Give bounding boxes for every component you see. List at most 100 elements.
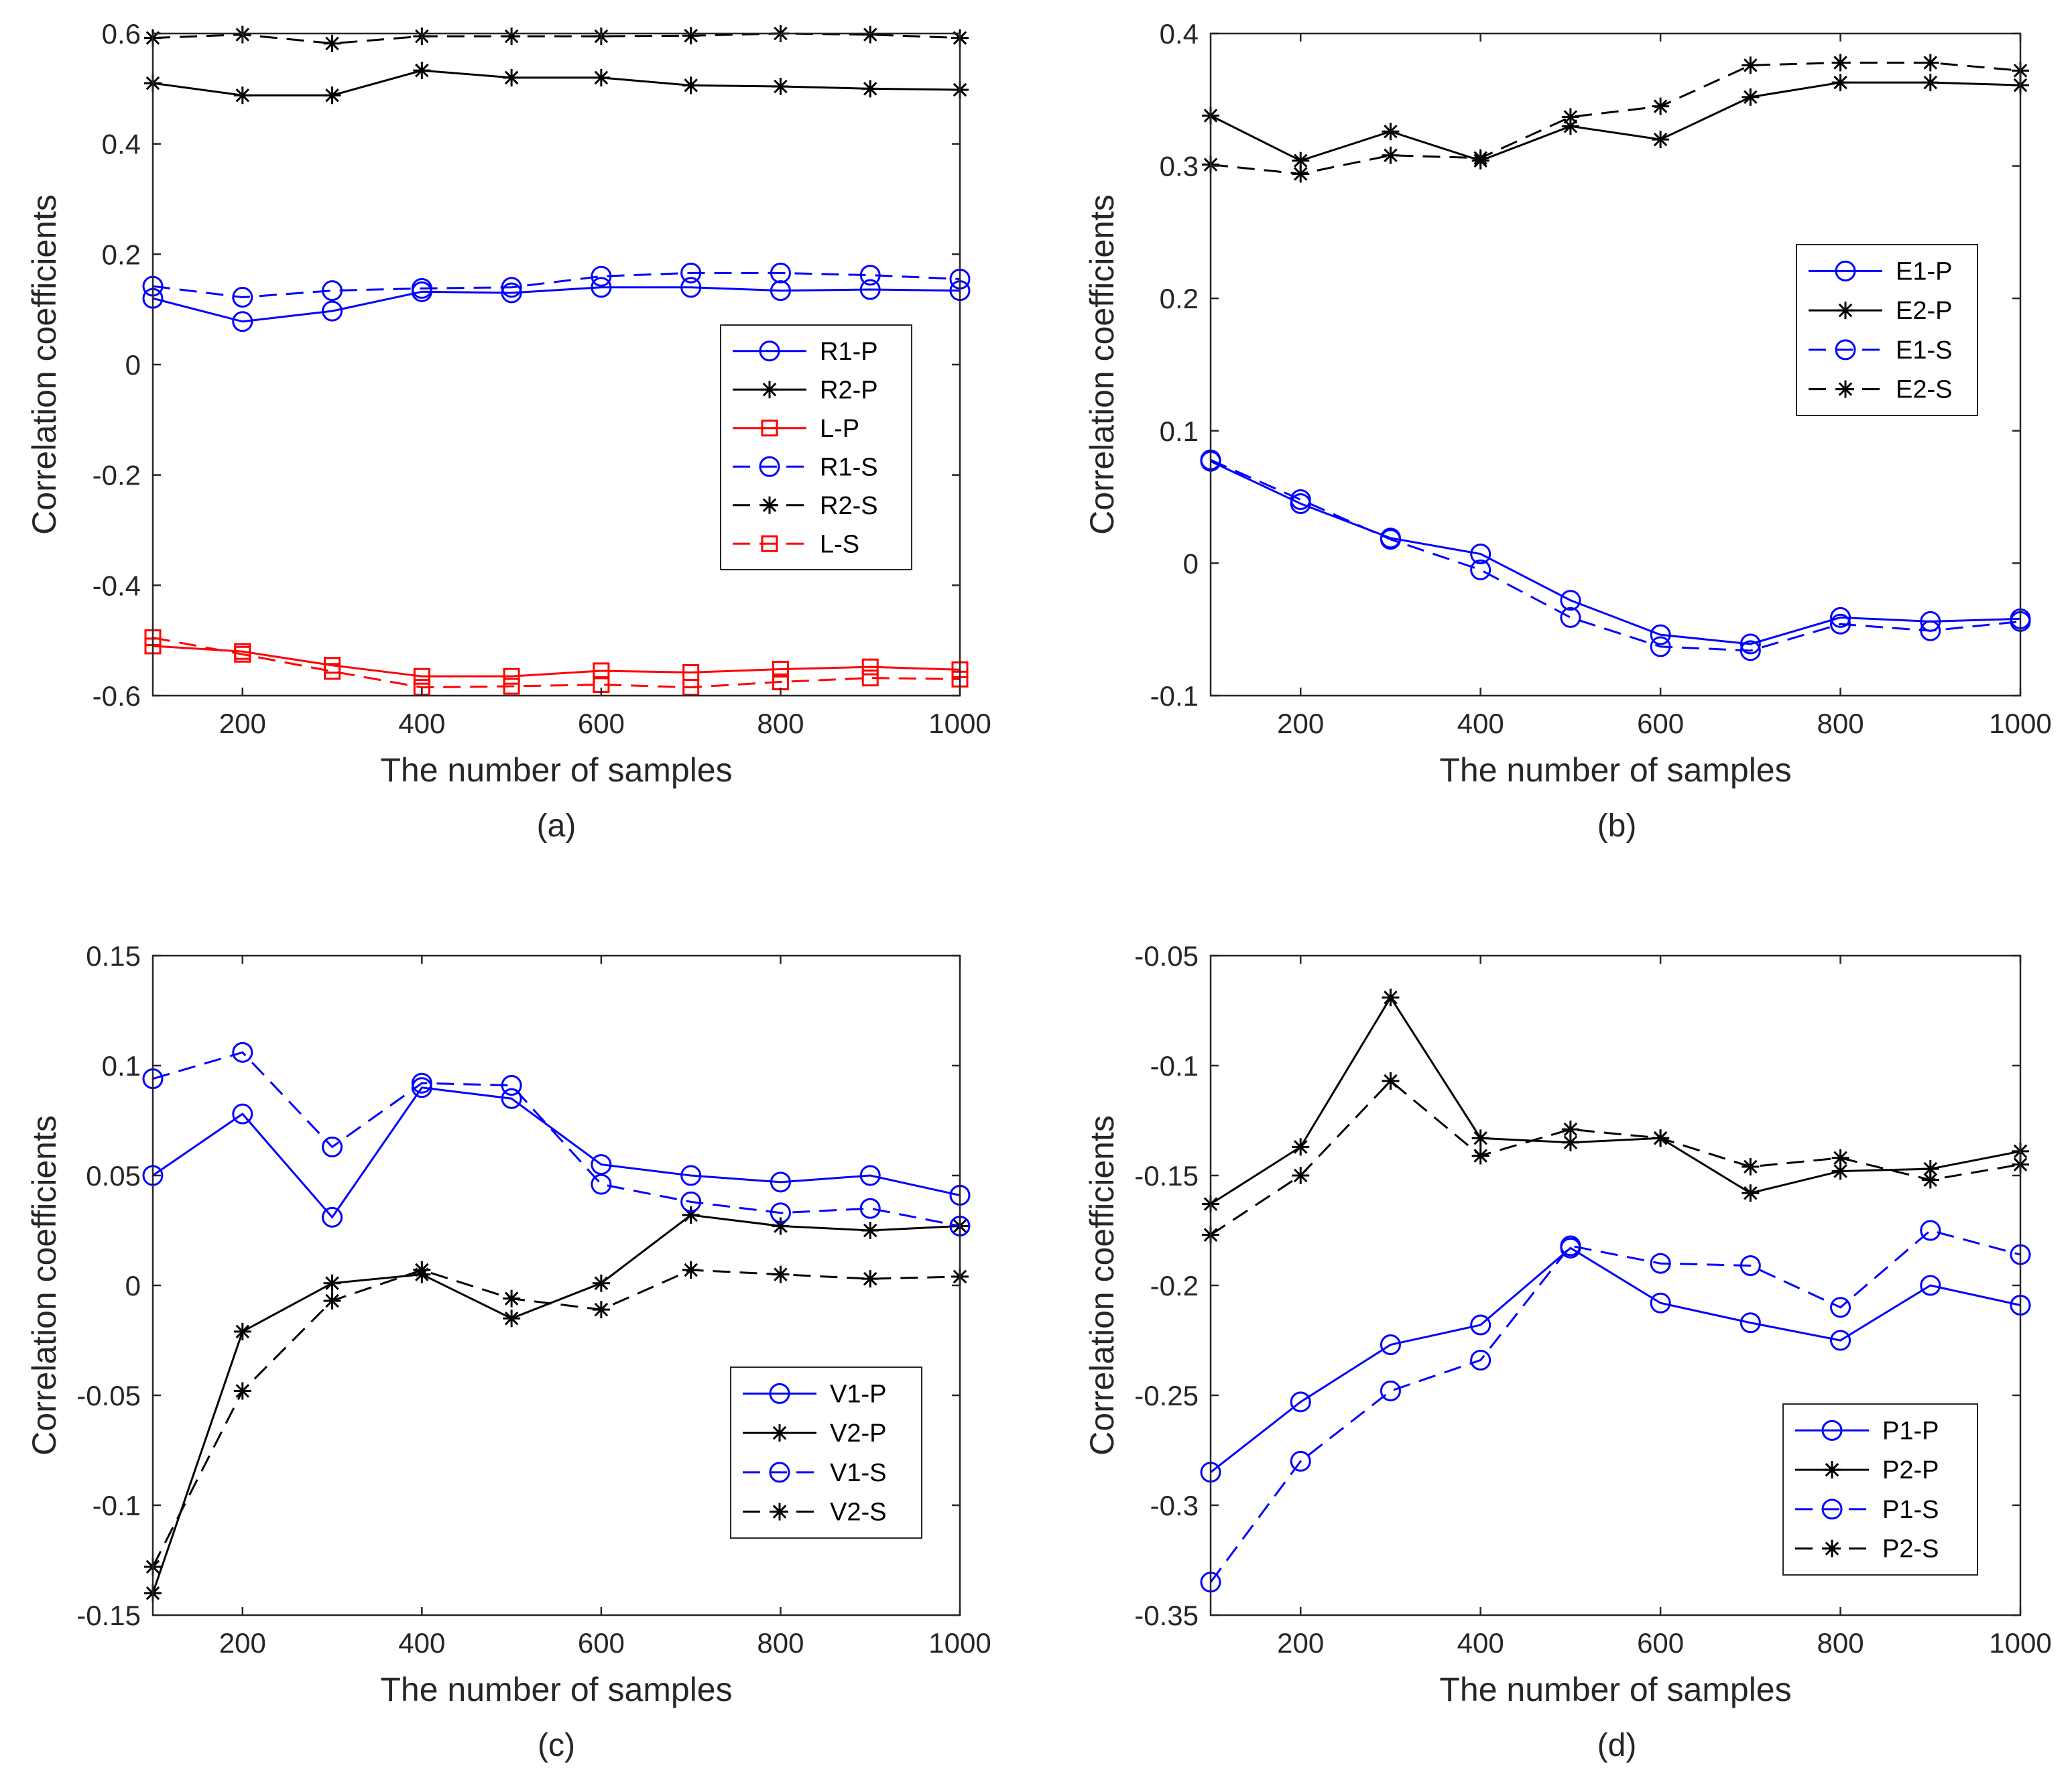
data-point-V1-S-700 bbox=[680, 1191, 702, 1212]
x-tick-label: 600 bbox=[578, 708, 625, 739]
data-point-E1-S-400 bbox=[1470, 559, 1491, 580]
legend-label-V2-S: V2-S bbox=[830, 1499, 886, 1527]
data-point-P1-S-400 bbox=[1470, 1350, 1491, 1371]
series-line-P2-P bbox=[1210, 995, 2021, 1205]
data-point-R1-S-400 bbox=[411, 277, 432, 299]
data-point-V1-P-700 bbox=[680, 1165, 702, 1186]
data-point-P2-S-600 bbox=[1652, 1129, 1670, 1147]
y-tick-label: -0.05 bbox=[76, 1380, 141, 1411]
data-point-P2-S-300 bbox=[1382, 1072, 1400, 1090]
y-tick-label: -0.4 bbox=[93, 570, 141, 601]
data-point-E2-P-600 bbox=[1652, 131, 1670, 149]
panel-label: (b) bbox=[1597, 808, 1637, 844]
data-point-P2-S-900 bbox=[1921, 1171, 1939, 1189]
data-point-E1-P-600 bbox=[1650, 624, 1671, 645]
data-point-V2-S-300 bbox=[323, 1291, 341, 1310]
data-point-L-P-500 bbox=[503, 668, 520, 685]
y-tick-label: 0.2 bbox=[102, 239, 141, 270]
y-tick-label: 0 bbox=[125, 1270, 141, 1301]
legend-box bbox=[1796, 244, 1978, 416]
data-point-R2-P-400 bbox=[413, 62, 431, 80]
data-point-E1-S-500 bbox=[1560, 607, 1581, 628]
legend-marker-P1-P bbox=[1821, 1419, 1843, 1441]
data-point-P2-P-800 bbox=[1831, 1162, 1849, 1180]
data-point-R1-P-200 bbox=[232, 311, 253, 332]
data-point-V2-P-800 bbox=[772, 1217, 790, 1235]
data-point-R2-P-600 bbox=[592, 68, 610, 86]
legend-marker-V1-S bbox=[769, 1462, 790, 1483]
data-point-E2-S-300 bbox=[1382, 146, 1400, 164]
x-tick-label: 800 bbox=[757, 1627, 804, 1659]
data-point-L-P-400 bbox=[413, 668, 430, 685]
y-tick-label: -0.2 bbox=[93, 460, 141, 491]
panel-label: (c) bbox=[538, 1728, 575, 1763]
series-L-S bbox=[144, 629, 969, 696]
data-point-P1-S-800 bbox=[1830, 1297, 1851, 1318]
data-point-E1-S-700 bbox=[1740, 640, 1761, 661]
chart-panel-2: 200 400 600 800 1000 -0.1 0 0.1 0.2 0.3 0.4 The num… bbox=[1083, 18, 2052, 844]
data-point-R2-P-900 bbox=[861, 80, 879, 98]
y-tick-label: 0.4 bbox=[102, 129, 141, 160]
legend-marker-E1-S bbox=[1835, 339, 1856, 361]
series-line-R1-P bbox=[152, 286, 961, 323]
data-point-V1-P-500 bbox=[501, 1088, 522, 1109]
series-E1-S bbox=[1200, 449, 2031, 661]
data-point-V2-P-200 bbox=[233, 1322, 251, 1340]
data-point-P2-P-300 bbox=[1382, 989, 1400, 1007]
data-point-V2-P-900 bbox=[861, 1222, 879, 1239]
series-line-P1-P bbox=[1210, 1247, 2021, 1473]
data-point-V1-P-900 bbox=[859, 1165, 881, 1186]
data-point-V1-S-200 bbox=[232, 1041, 253, 1063]
legend-marker-R2-S bbox=[761, 496, 778, 514]
chart-panel-4: 200 400 600 800 1000 -0.35 -0.3 -0.25 -0.2 -0.15 -… bbox=[1083, 940, 2052, 1763]
data-point-P1-S-500 bbox=[1560, 1235, 1581, 1257]
legend-label-P2-S: P2-S bbox=[1882, 1535, 1939, 1564]
legend-label-P1-S: P1-S bbox=[1882, 1496, 1939, 1524]
x-tick-label: 400 bbox=[398, 1627, 445, 1659]
data-point-E1-P-400 bbox=[1470, 544, 1491, 565]
y-tick-label: 0 bbox=[1183, 548, 1199, 579]
data-point-E2-P-500 bbox=[1561, 117, 1579, 135]
legend-marker-V2-P bbox=[771, 1424, 788, 1442]
data-point-P2-P-500 bbox=[1561, 1133, 1579, 1151]
data-point-E2-S-800 bbox=[1831, 54, 1849, 72]
y-tick-label: -0.6 bbox=[93, 680, 141, 712]
legend-marker-E1-P bbox=[1835, 260, 1856, 281]
series-line-P1-S bbox=[1209, 1229, 2021, 1583]
data-point-P1-P-200 bbox=[1290, 1391, 1311, 1413]
x-tick-label: 1000 bbox=[1989, 1627, 2051, 1659]
legend: P1-P P2-P P1-S P2-S bbox=[1782, 1403, 1978, 1576]
y-tick-label: -0.2 bbox=[1150, 1270, 1199, 1301]
data-point-P2-P-200 bbox=[1292, 1138, 1310, 1156]
y-axis-label: Correlation coefficients bbox=[25, 194, 63, 535]
legend-marker-V1-P bbox=[769, 1383, 790, 1404]
data-point-R2-P-200 bbox=[233, 86, 251, 105]
data-point-E1-S-300 bbox=[1380, 529, 1401, 550]
series-E2-P bbox=[1202, 74, 2029, 170]
legend-box bbox=[730, 1366, 922, 1539]
panel-label: (a) bbox=[537, 808, 576, 844]
data-point-V1-P-200 bbox=[232, 1103, 253, 1125]
y-tick-label: -0.15 bbox=[76, 1600, 141, 1631]
data-point-V2-S-700 bbox=[682, 1261, 700, 1279]
legend-marker-V2-S bbox=[771, 1503, 788, 1521]
x-tick-label: 200 bbox=[1277, 708, 1324, 739]
legend-label-P2-P: P2-P bbox=[1882, 1456, 1939, 1484]
series-line-E1-P bbox=[1210, 460, 2021, 645]
data-point-E2-S-600 bbox=[1652, 97, 1670, 115]
legend: E1-P E2-P E1-S E2-S bbox=[1796, 244, 1978, 416]
data-point-R1-S-200 bbox=[232, 287, 253, 308]
panel-label: (d) bbox=[1597, 1728, 1637, 1763]
y-tick-label: 0.1 bbox=[102, 1050, 141, 1082]
y-tick-label: -0.35 bbox=[1134, 1600, 1199, 1631]
y-tick-label: 0.4 bbox=[1160, 18, 1199, 50]
data-point-R2-S-700 bbox=[682, 27, 700, 45]
legend-label-V1-S: V1-S bbox=[830, 1459, 886, 1487]
series-line-E2-P bbox=[1210, 81, 2021, 162]
x-tick-label: 800 bbox=[1817, 1627, 1864, 1659]
legend-marker-R1-S bbox=[759, 456, 780, 477]
data-point-R1-P-300 bbox=[322, 300, 343, 322]
data-point-V2-S-800 bbox=[772, 1265, 790, 1283]
x-tick-label: 800 bbox=[757, 708, 804, 739]
